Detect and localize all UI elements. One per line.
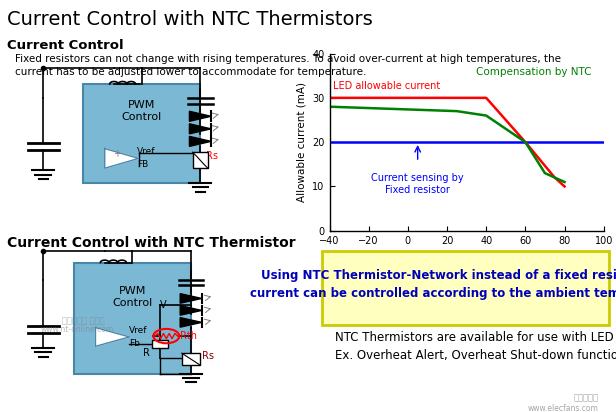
Text: www.elecfans.com: www.elecfans.com (527, 404, 598, 412)
Text: Vref: Vref (129, 325, 148, 335)
Text: NTC Thermistors are available for use with LED driver ICs.
Ex. Overheat Alert, O: NTC Thermistors are available for use wi… (335, 331, 616, 362)
Text: Rs: Rs (206, 151, 218, 161)
Text: V: V (160, 300, 166, 310)
Text: www.nt-online.com: www.nt-online.com (41, 325, 113, 334)
Text: +: + (113, 149, 121, 159)
Text: Vref: Vref (137, 147, 156, 156)
Text: Current sensing by
Fixed resistor: Current sensing by Fixed resistor (371, 173, 464, 195)
Text: Compensation by NTC: Compensation by NTC (476, 67, 592, 77)
Polygon shape (95, 328, 129, 346)
Text: Current Control: Current Control (7, 39, 124, 52)
Bar (153, 340, 168, 348)
Text: FB: FB (137, 160, 148, 169)
Y-axis label: Allowable current (mA): Allowable current (mA) (297, 82, 307, 202)
Polygon shape (190, 136, 211, 146)
FancyBboxPatch shape (74, 262, 191, 374)
FancyBboxPatch shape (322, 251, 609, 325)
Text: Using NTC Thermistor-Network instead of a fixed resistor, the
current can be con: Using NTC Thermistor-Network instead of … (250, 269, 616, 300)
Text: PWM
Control: PWM Control (112, 286, 153, 307)
Polygon shape (105, 149, 139, 168)
Text: LED allowable current: LED allowable current (333, 81, 440, 91)
Text: PWM
Control: PWM Control (121, 100, 162, 122)
X-axis label: Ambient Temperature TA (degC): Ambient Temperature TA (degC) (383, 251, 550, 261)
Polygon shape (190, 124, 211, 134)
Bar (192, 152, 208, 168)
Text: Fb: Fb (129, 339, 140, 348)
Bar (182, 353, 200, 365)
Text: 电子发烧网: 电子发烧网 (573, 394, 598, 403)
Text: Current Control with NTC Thermistors: Current Control with NTC Thermistors (7, 10, 373, 29)
Text: 多联网在线 智慧图: 多联网在线 智慧图 (62, 316, 105, 325)
Text: Fixed resistors can not change with rising temperatures. To avoid over-current a: Fixed resistors can not change with risi… (15, 54, 561, 77)
Text: Current Control with NTC Thermistor: Current Control with NTC Thermistor (7, 236, 296, 250)
Text: Rs: Rs (202, 351, 214, 361)
FancyBboxPatch shape (83, 84, 200, 183)
Text: R: R (143, 348, 150, 358)
Polygon shape (180, 318, 202, 327)
Polygon shape (180, 306, 202, 315)
Polygon shape (190, 111, 211, 121)
Text: Rth: Rth (180, 331, 197, 341)
Polygon shape (180, 294, 202, 303)
